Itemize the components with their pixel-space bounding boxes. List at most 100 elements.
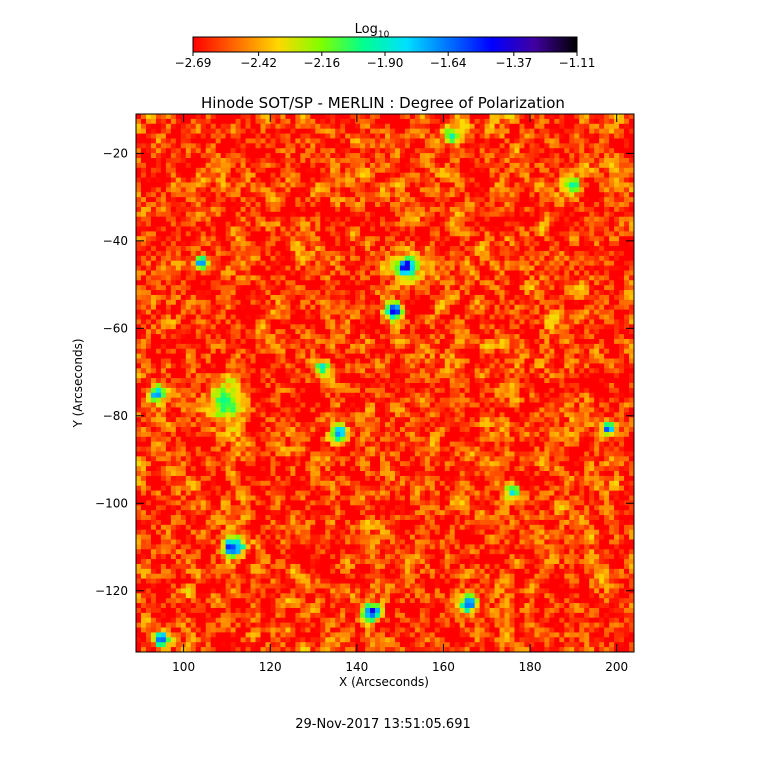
heatmap-cell [499,241,506,247]
heatmap-cell [459,158,466,164]
heatmap-cell [270,221,277,228]
heatmap-cell [275,241,282,247]
heatmap-cell [409,255,416,262]
heatmap-cell [499,343,506,350]
heatmap-cell [414,270,421,276]
heatmap-cell [629,246,634,252]
heatmap-cell [404,187,411,193]
heatmap-cell [175,202,182,208]
heatmap-cell [534,177,540,184]
heatmap-cell [355,162,361,169]
heatmap-cell [599,226,605,232]
heatmap-cell [295,353,301,360]
heatmap-cell [136,148,142,154]
heatmap-cell [599,241,605,247]
heatmap-cell [375,353,381,360]
heatmap-cell [594,153,600,159]
heatmap-cell [434,138,441,144]
heatmap-cell [220,206,227,213]
heatmap-cell [534,231,540,237]
heatmap-cell [370,123,376,130]
heatmap-cell [404,138,411,144]
heatmap-cell [559,280,565,286]
heatmap-cell [429,299,436,306]
heatmap-cell [609,114,615,120]
heatmap-cell [375,275,381,281]
heatmap-cell [260,348,267,355]
heatmap-cell [479,270,486,276]
heatmap-cell [559,314,565,321]
heatmap-cell [185,348,192,355]
heatmap-cell [419,167,426,174]
heatmap-cell [155,299,162,306]
heatmap-cell [479,329,486,335]
heatmap-cell [414,329,421,335]
heatmap-cell [200,343,207,350]
heatmap-cell [180,221,187,228]
heatmap-cell [250,265,257,272]
heatmap-cell [424,206,431,213]
heatmap-cell [444,290,451,296]
heatmap-cell [559,182,565,188]
heatmap-cell [549,153,555,159]
heatmap-cell [419,246,426,252]
heatmap-cell [365,285,371,291]
heatmap-cell [195,187,202,193]
heatmap-cell [414,348,421,355]
heatmap-cell [554,241,560,247]
heatmap-cell [175,192,182,198]
heatmap-cell [160,255,167,262]
heatmap-cell [614,202,620,208]
heatmap-cell [404,182,411,188]
heatmap-cell [554,338,560,345]
heatmap-cell [559,206,565,213]
heatmap-cell [285,304,291,311]
heatmap-cell [459,114,466,120]
heatmap-cell [419,187,426,193]
heatmap-cell [260,309,267,316]
heatmap-cell [559,162,565,169]
heatmap-cell [140,182,147,188]
heatmap-cell [409,153,416,159]
heatmap-cell [285,153,291,159]
heatmap-cell [419,241,426,247]
heatmap-cell [579,231,585,237]
heatmap-cell [489,309,496,316]
heatmap-cell [604,221,610,228]
heatmap-cell [459,197,466,203]
heatmap-cell [559,348,565,355]
heatmap-cell [295,250,301,257]
heatmap-cell [215,270,222,276]
heatmap-cell [155,294,162,301]
heatmap-cell [210,255,217,262]
heatmap-cell [290,211,296,218]
heatmap-cell [529,202,535,208]
heatmap-cell [136,158,142,164]
heatmap-cell [150,338,157,345]
heatmap-cell [534,153,540,159]
heatmap-cell [240,255,247,262]
heatmap-cell [150,348,157,355]
heatmap-cell [275,299,282,306]
heatmap-cell [340,353,346,360]
heatmap-cell [285,241,291,247]
heatmap-cell [604,202,610,208]
heatmap-cell [280,280,286,286]
heatmap-cell [250,260,257,267]
heatmap-cell [225,353,232,360]
heatmap-cell [265,211,272,218]
heatmap-cell [399,226,406,232]
heatmap-cell [265,182,272,188]
heatmap-cell [484,202,491,208]
heatmap-cell [305,329,311,335]
heatmap-cell [404,114,411,120]
heatmap-cell [534,148,540,154]
heatmap-cell [340,319,346,325]
heatmap-cell [499,197,506,203]
heatmap-cell [509,167,516,174]
heatmap-cell [444,343,451,350]
heatmap-cell [569,148,575,154]
heatmap-cell [484,329,491,335]
heatmap-cell [136,177,142,184]
heatmap-cell [160,324,167,330]
